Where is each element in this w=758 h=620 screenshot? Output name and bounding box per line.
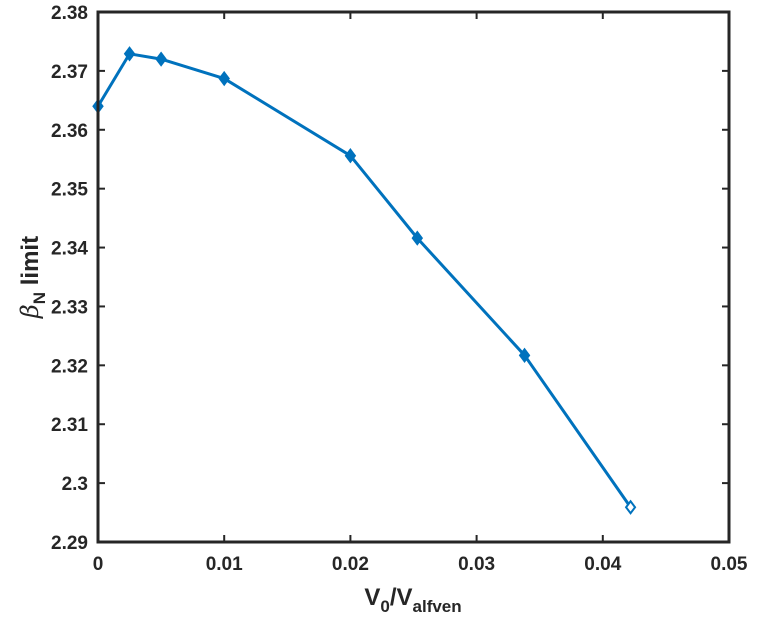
x-tick-label: 0.03: [458, 554, 495, 575]
data-point-marker: [155, 51, 167, 67]
y-axis-title-symbol: β: [16, 304, 44, 319]
data-point-marker: [218, 70, 230, 87]
series-layer: [92, 46, 637, 515]
data-point-marker: [411, 230, 424, 246]
data-point-marker: [344, 148, 357, 164]
y-tick-label: 2.36: [51, 121, 88, 142]
y-tick-label: 2.38: [51, 3, 88, 24]
y-tick-label: 2.32: [51, 356, 88, 377]
series-line: [96, 52, 632, 509]
y-tick-label: 2.34: [51, 239, 88, 260]
x-axis-title-main: V: [364, 584, 380, 611]
x-axis-title-slash: /V: [390, 584, 413, 611]
y-axis-title-rest: limit: [17, 236, 44, 292]
x-axis-tick-labels: 0 0.01 0.02 0.03 0.04 0.05: [93, 554, 748, 575]
y-axis-tick-labels: 2.29 2.3 2.31 2.32 2.33 2.34 2.35 2.36 2.37 2.38: [51, 3, 88, 554]
plot-frame: [96, 10, 731, 544]
x-axis-title-sub2: alfven: [413, 597, 462, 616]
data-point-marker: [518, 347, 531, 363]
y-tick-label: 2.3: [62, 474, 88, 495]
plot-area: [98, 12, 729, 542]
y-tick-label: 2.31: [51, 415, 88, 436]
x-tick-label: 0.05: [711, 554, 748, 575]
data-point-marker: [123, 46, 136, 62]
y-tick-label: 2.37: [51, 62, 88, 83]
x-tick-label: 0.01: [206, 554, 243, 575]
y-tick-label: 2.29: [51, 533, 88, 554]
x-axis-title: V0/Valfven: [364, 584, 461, 616]
x-tick-label: 0.04: [584, 554, 621, 575]
y-axis-title: βN limit: [16, 236, 49, 319]
x-axis-title-sub1: 0: [380, 597, 389, 616]
y-tick-label: 2.35: [51, 180, 88, 201]
data-point-marker: [624, 499, 637, 515]
y-tick-label: 2.33: [51, 297, 88, 318]
y-axis-title-sub: N: [30, 292, 49, 304]
x-tick-label: 0.02: [332, 554, 369, 575]
x-tick-label: 0: [93, 554, 104, 575]
